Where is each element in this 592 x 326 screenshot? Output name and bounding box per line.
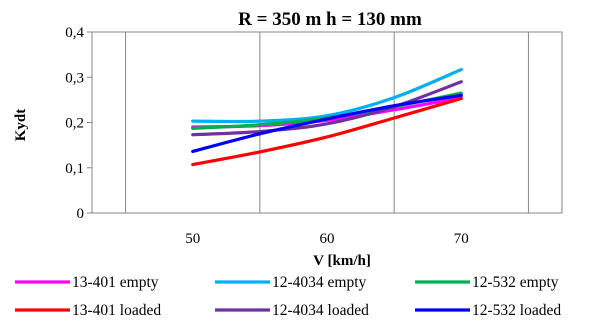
- legend-label-12-532-loaded: 12-532 loaded: [472, 302, 561, 319]
- y-tick-label: 0,1: [65, 161, 84, 177]
- legend: 13-401 empty 12-4034 empty 12-532 empty 13-…: [15, 274, 561, 319]
- y-tick-label: 0: [77, 206, 85, 222]
- x-tick-label: 70: [454, 231, 469, 247]
- y-tick-label: 0,4: [65, 25, 84, 41]
- legend-label-12-4034-loaded: 12-4034 loaded: [272, 302, 369, 319]
- series-line-12-4034-loaded: [191, 80, 463, 137]
- series-line-13-401-loaded: [191, 96, 463, 167]
- legend-label-12-4034-empty: 12-4034 empty: [272, 274, 367, 291]
- x-tick-label: 50: [185, 231, 200, 247]
- y-tick-label: 0,2: [65, 116, 84, 132]
- legend-label-13-401-loaded: 13-401 loaded: [72, 302, 161, 319]
- legend-label-12-532-empty: 12-532 empty: [472, 274, 559, 291]
- x-axis-label: V [km/h]: [313, 253, 371, 269]
- chart-title: R = 350 m h = 130 mm: [238, 9, 422, 30]
- x-tick-label: 60: [320, 231, 335, 247]
- legend-label-13-401-empty: 13-401 empty: [72, 274, 159, 291]
- y-tick-label: 0,3: [65, 70, 84, 86]
- series-line-12-532-loaded: [191, 93, 463, 154]
- y-axis-label: Kydt: [13, 109, 29, 142]
- series-line-12-4034-empty: [191, 67, 463, 124]
